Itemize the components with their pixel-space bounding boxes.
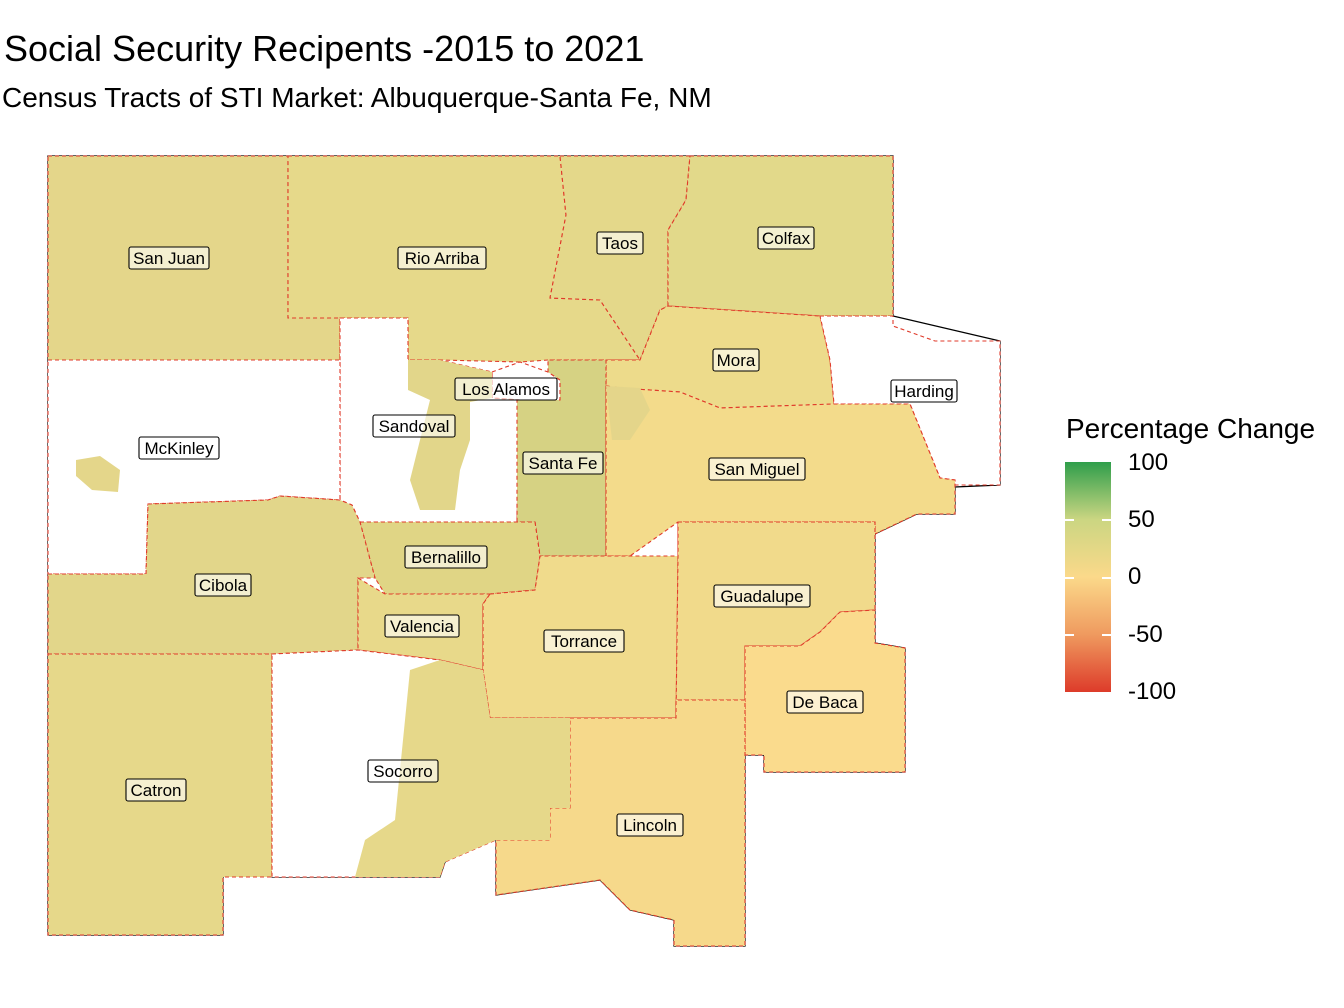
legend-tick-mark bbox=[1102, 634, 1111, 636]
label-mora: Mora bbox=[712, 348, 760, 372]
svg-text:Guadalupe: Guadalupe bbox=[720, 587, 803, 606]
tract-patch bbox=[606, 386, 650, 440]
legend-tick-label: 100 bbox=[1128, 449, 1169, 476]
svg-text:Los Alamos: Los Alamos bbox=[462, 380, 550, 399]
svg-text:Sandoval: Sandoval bbox=[379, 417, 450, 436]
svg-text:Mora: Mora bbox=[717, 351, 756, 370]
svg-text:McKinley: McKinley bbox=[145, 439, 214, 458]
legend-tick-mark bbox=[1065, 519, 1074, 521]
svg-text:Lincoln: Lincoln bbox=[623, 816, 677, 835]
legend-tick-label: 0 bbox=[1128, 563, 1142, 590]
svg-text:De Baca: De Baca bbox=[792, 693, 858, 712]
label-sandoval: Sandoval bbox=[372, 414, 456, 438]
legend-tick-label: -100 bbox=[1128, 678, 1177, 705]
label-taos: Taos bbox=[596, 231, 644, 255]
label-los-alamos: Los Alamos bbox=[454, 377, 558, 401]
label-de-baca: De Baca bbox=[786, 690, 864, 714]
label-mckinley: McKinley bbox=[138, 436, 220, 460]
label-rio-arriba: Rio Arriba bbox=[397, 246, 487, 270]
svg-text:Rio Arriba: Rio Arriba bbox=[405, 249, 480, 268]
map-title: Social Security Recipents -2015 to 2021 bbox=[4, 28, 645, 69]
label-bernalillo: Bernalillo bbox=[404, 545, 488, 569]
svg-text:Santa Fe: Santa Fe bbox=[529, 454, 598, 473]
label-guadalupe: Guadalupe bbox=[713, 584, 811, 608]
svg-text:Valencia: Valencia bbox=[390, 617, 454, 636]
label-lincoln: Lincoln bbox=[616, 813, 684, 837]
svg-text:Cibola: Cibola bbox=[199, 576, 248, 595]
legend-tick-label: 50 bbox=[1128, 506, 1155, 533]
legend-title: Percentage Change bbox=[1066, 413, 1316, 444]
svg-text:Taos: Taos bbox=[602, 234, 638, 253]
label-harding: Harding bbox=[890, 379, 958, 403]
label-san-miguel: San Miguel bbox=[708, 457, 806, 481]
label-socorro: Socorro bbox=[367, 759, 439, 783]
label-santa-fe: Santa Fe bbox=[522, 451, 604, 475]
legend-tick-label: -50 bbox=[1128, 621, 1163, 648]
svg-text:Socorro: Socorro bbox=[373, 762, 433, 781]
svg-text:Bernalillo: Bernalillo bbox=[411, 548, 481, 567]
legend-tick-mark bbox=[1102, 519, 1111, 521]
map-subtitle: Census Tracts of STI Market: Albuquerque… bbox=[2, 82, 712, 113]
label-san-juan: San Juan bbox=[128, 246, 210, 270]
legend-tick-mark bbox=[1065, 634, 1074, 636]
svg-text:Harding: Harding bbox=[894, 382, 954, 401]
legend-tick-mark bbox=[1102, 577, 1111, 579]
tract-patch bbox=[300, 532, 362, 650]
label-valencia: Valencia bbox=[384, 614, 460, 638]
svg-text:San Miguel: San Miguel bbox=[714, 460, 799, 479]
label-torrance: Torrance bbox=[543, 629, 625, 653]
label-colfax: Colfax bbox=[757, 226, 815, 250]
legend-tick-mark bbox=[1065, 577, 1074, 579]
svg-text:Colfax: Colfax bbox=[762, 229, 811, 248]
svg-text:San Juan: San Juan bbox=[133, 249, 205, 268]
tract-patch bbox=[355, 660, 570, 877]
svg-text:Torrance: Torrance bbox=[551, 632, 617, 651]
label-cibola: Cibola bbox=[194, 573, 252, 597]
svg-text:Catron: Catron bbox=[130, 781, 181, 800]
tract-patch bbox=[76, 456, 120, 492]
label-catron: Catron bbox=[125, 778, 187, 802]
